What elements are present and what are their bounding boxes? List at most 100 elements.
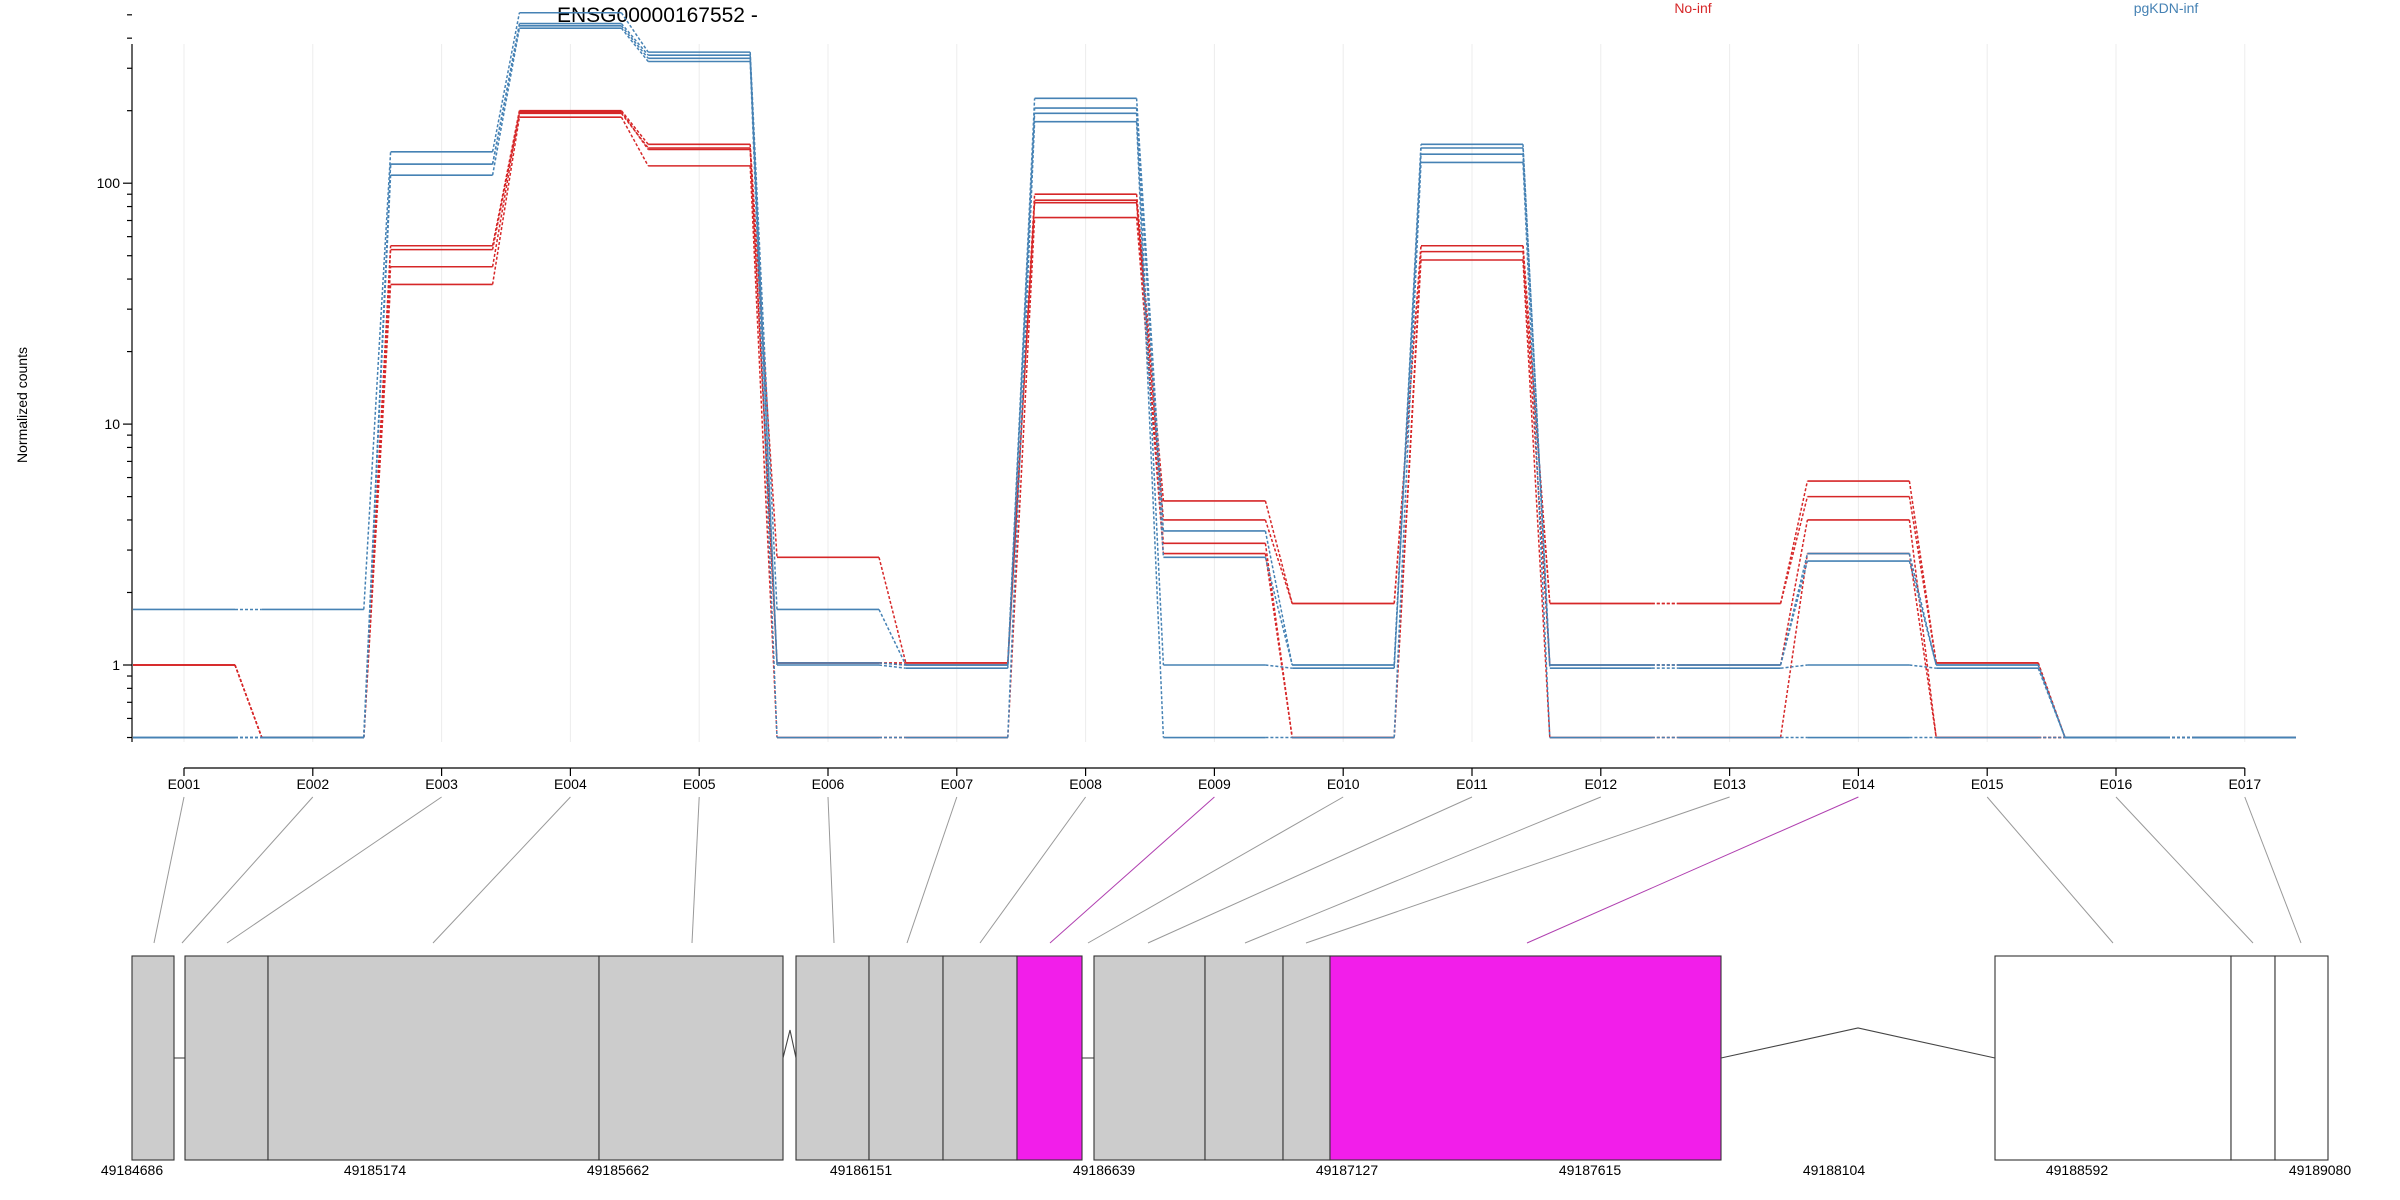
chart-title: ENSG00000167552 - <box>557 4 758 27</box>
x-tick-label-e006: E006 <box>812 776 845 792</box>
connector-segment-no-inf-0-8 <box>1264 500 1293 604</box>
connector-segment-no-inf-0-12 <box>1779 480 1809 604</box>
connector-segment-pgkdn-inf-5-14 <box>2037 664 2066 738</box>
exon-connector-e009 <box>1049 796 1215 944</box>
connector-segment-no-inf-2-2 <box>491 111 521 267</box>
exon-connector-e003 <box>226 796 442 944</box>
connector-segment-pgkdn-inf-6-5 <box>878 664 906 669</box>
connector-segment-pgkdn-inf-6-2 <box>491 25 521 165</box>
intron-line <box>1720 1027 1996 1059</box>
x-tick-label-e004: E004 <box>554 776 587 792</box>
connector-segment-pgkdn-inf-7-4 <box>749 61 778 738</box>
connector-segment-no-inf-0-5 <box>878 557 907 664</box>
exon-block-e010 <box>1093 955 1206 1161</box>
x-tick-label-e015: E015 <box>1971 776 2004 792</box>
connector-segment-pgkdn-inf-4-8 <box>1264 530 1293 666</box>
connector-segment-no-inf-1-13 <box>1908 496 1937 664</box>
exon-connector-e015 <box>1986 796 2114 944</box>
genomic-coordinate-label: 49188592 <box>2046 1162 2109 1178</box>
genomic-coordinate-label: 49186151 <box>830 1162 893 1178</box>
genomic-coordinate-label: 49187615 <box>1559 1162 1622 1178</box>
x-tick-label-e005: E005 <box>683 776 716 792</box>
connector-segment-pgkdn-inf-7-3 <box>620 27 649 62</box>
exon-block-e004 <box>598 955 784 1161</box>
y-tick-label-100: 100 <box>97 175 121 191</box>
connector-segment-pgkdn-inf-4-1 <box>363 151 392 610</box>
exon-block-e001 <box>131 955 175 1161</box>
connector-segment-no-inf-3-8 <box>1264 553 1293 738</box>
exon-block-e014 <box>1329 955 1722 1161</box>
connector-segment-no-inf-3-10 <box>1522 259 1551 738</box>
exon-connector-e016 <box>2115 796 2254 944</box>
connector-segment-pgkdn-inf-5-7 <box>1135 108 1165 558</box>
connector-segment-pgkdn-inf-7-2 <box>491 28 521 176</box>
connector-segment-no-inf-3-2 <box>491 117 521 285</box>
series-layer <box>133 11 2296 739</box>
gene-model: 49184686 49185174 49185662 49186151 49186639… <box>101 955 2352 1178</box>
connector-segment-no-inf-3-1 <box>363 284 392 738</box>
connector-segment-pgkdn-inf-5-9 <box>1393 147 1422 666</box>
series-pgkdn-inf-7 <box>133 27 2296 739</box>
x-tick-label-e014: E014 <box>1842 776 1875 792</box>
exon-block-e012 <box>1282 955 1331 1161</box>
exon-connector-e013 <box>1305 796 1730 944</box>
exon-connector-e002 <box>181 796 314 944</box>
x-tick-label-e010: E010 <box>1327 776 1360 792</box>
connector-segment-no-inf-1-12 <box>1779 496 1809 604</box>
connector-segment-no-inf-3-7 <box>1135 217 1165 554</box>
connector-segment-no-inf-3-6 <box>1007 217 1036 738</box>
connector-segment-pgkdn-inf-6-7 <box>1135 113 1165 666</box>
x-tick-label-e012: E012 <box>1584 776 1617 792</box>
connector-segment-pgkdn-inf-7-7 <box>1135 121 1165 738</box>
connector-segment-pgkdn-inf-5-5 <box>878 662 906 666</box>
legend-entry-no-inf: No-inf <box>1674 0 1711 16</box>
exon-block-e006 <box>868 955 944 1161</box>
x-tick-label-e017: E017 <box>2228 776 2261 792</box>
connector-segment-pgkdn-inf-4-13 <box>1908 553 1937 666</box>
exon-block-e017 <box>2274 955 2329 1161</box>
connector-segment-no-inf-1-1 <box>363 249 392 738</box>
exon-block-e002 <box>184 955 269 1161</box>
exon-block-e016 <box>2230 955 2276 1161</box>
connector-segment-no-inf-3-12 <box>1779 553 1809 738</box>
exon-block-e011 <box>1204 955 1284 1161</box>
connector-segment-pgkdn-inf-7-1 <box>363 175 392 738</box>
legend-entry-pgkdn-inf: pgKDN-inf <box>2134 0 2199 16</box>
x-tick-label-e002: E002 <box>296 776 329 792</box>
genomic-coordinate-label: 49184686 <box>101 1162 164 1178</box>
connector-segment-pgkdn-inf-4-2 <box>491 12 521 152</box>
connector-segment-no-inf-3-13 <box>1908 553 1937 738</box>
connector-segment-no-inf-2-4 <box>749 149 778 663</box>
connector-segment-pgkdn-inf-4-3 <box>620 12 649 53</box>
exon-connector-e012 <box>1244 796 1601 944</box>
exon-connector-e011 <box>1147 796 1473 944</box>
connector-segment-no-inf-0-13 <box>1908 480 1937 664</box>
connector-segment-no-inf-2-3 <box>620 111 649 150</box>
connector-segment-pgkdn-inf-5-8 <box>1264 557 1293 666</box>
connector-segment-pgkdn-inf-6-12 <box>1780 664 1808 669</box>
connector-segment-pgkdn-inf-5-12 <box>1779 560 1809 666</box>
connector-segment-no-inf-1-7 <box>1135 200 1165 521</box>
x-tick-label-e013: E013 <box>1713 776 1746 792</box>
connector-segment-no-inf-1-9 <box>1393 245 1422 604</box>
genomic-coordinate-label: 49185174 <box>344 1162 407 1178</box>
exon-connector-e014 <box>1526 796 1859 944</box>
exon-connectors <box>153 796 2302 944</box>
x-tick-label-e007: E007 <box>940 776 973 792</box>
connector-segment-pgkdn-inf-6-9 <box>1393 154 1422 669</box>
connector-segment-no-inf-2-12 <box>1779 519 1809 666</box>
connector-segment-pgkdn-inf-5-3 <box>620 23 649 56</box>
genomic-coordinate-label: 49188104 <box>1803 1162 1866 1178</box>
connector-segment-pgkdn-inf-6-3 <box>620 25 649 59</box>
exon-block-e015 <box>1994 955 2232 1161</box>
connector-segment-pgkdn-inf-6-10 <box>1522 154 1551 669</box>
genomic-coordinate-label: 49189080 <box>2289 1162 2352 1178</box>
genomic-coordinate-label: 49186639 <box>1073 1162 1136 1178</box>
connector-segment-pgkdn-inf-7-6 <box>1007 121 1036 738</box>
exon-connector-e004 <box>432 796 571 944</box>
connector-segment-pgkdn-inf-6-6 <box>1007 113 1036 669</box>
connector-segment-no-inf-2-7 <box>1135 202 1165 544</box>
grid <box>183 44 2246 742</box>
x-tick-label-e008: E008 <box>1069 776 1102 792</box>
